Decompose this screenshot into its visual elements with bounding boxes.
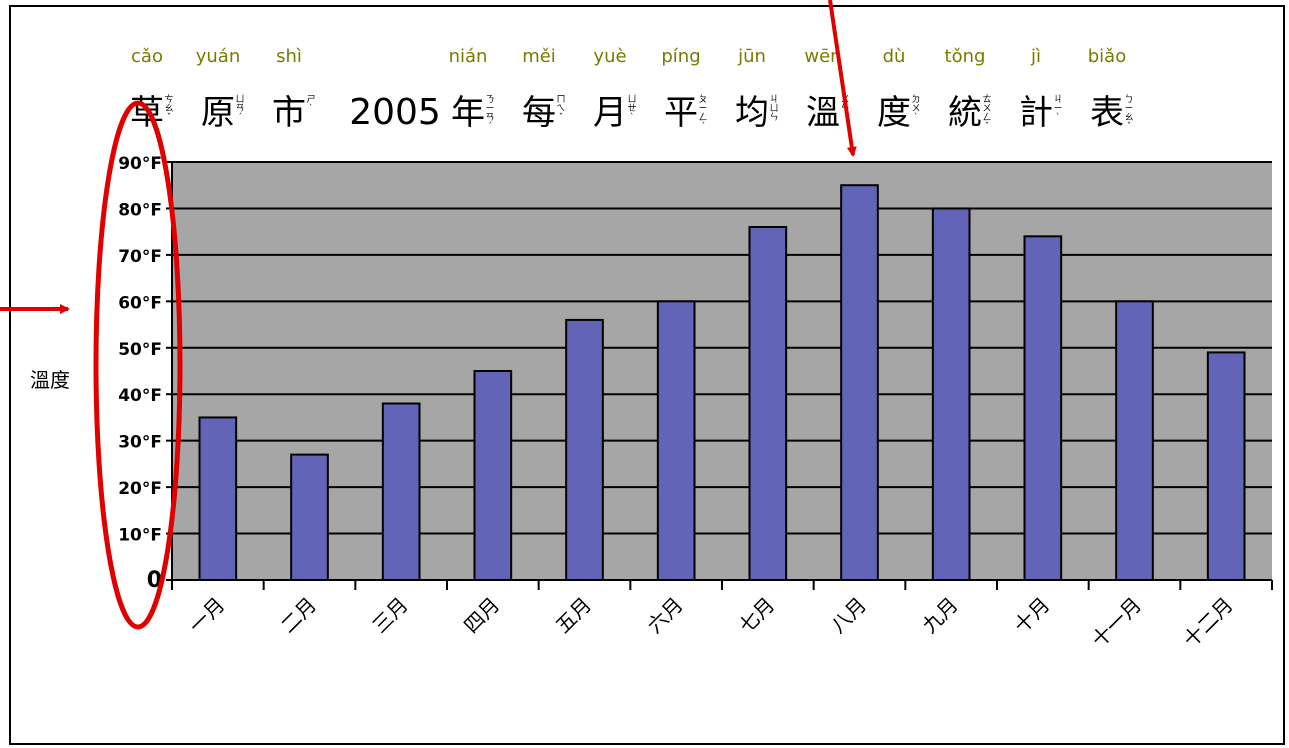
bar-五月 — [565, 318, 604, 581]
title-zhuyin-8-0: ㄐ — [769, 95, 778, 105]
title-zhuyin-5-0: ㄇ — [556, 95, 565, 105]
title-char-13: 表 — [1090, 93, 1124, 133]
title-char-2: 市 — [272, 93, 306, 133]
annotation-arrow-top — [828, 0, 857, 157]
bar-十二月 — [1206, 351, 1246, 581]
title-char-4: 年 — [451, 93, 485, 133]
title-pinyin-9: wēn — [804, 46, 841, 67]
title-zhuyin-12-2: ˋ — [1056, 112, 1061, 123]
annotations — [0, 0, 857, 630]
title-pinyin-12: jì — [1030, 46, 1041, 67]
bar-七月 — [748, 226, 788, 581]
y-tick-label-10: 10°F — [118, 526, 162, 546]
title-zhuyin-11-1: ㄨ — [982, 104, 991, 114]
title-pinyin-10: dù — [883, 46, 906, 67]
bar-一月 — [198, 416, 238, 582]
title-zhuyin-6-0: ㄩ — [627, 94, 636, 105]
title-zhuyin-11-2: ㄥ — [982, 112, 991, 123]
title-pinyin-11: tǒng — [945, 46, 986, 67]
title-zhuyin-7-1: ㄧ — [698, 104, 707, 114]
title-zhuyin-1-2: ˊ — [238, 112, 243, 123]
title-pinyin-7: píng — [661, 46, 700, 67]
title-char-1: 原 — [201, 93, 235, 133]
title-zhuyin-7-2: ㄥ — [698, 112, 707, 123]
title-char-7: 平 — [664, 93, 698, 133]
title-zhuyin-1-0: ㄩ — [235, 94, 244, 105]
title-pinyin-2: shì — [276, 46, 302, 67]
bar-九月 — [931, 207, 971, 581]
title-zhuyin-4-1: ㄧ — [485, 104, 494, 114]
gridlines — [172, 161, 1272, 535]
title-zhuyin-1-1: ㄢ — [235, 103, 244, 114]
title-zhuyin-0-2: ˇ — [167, 112, 172, 123]
title-zhuyin-4-2: ㄢ — [485, 112, 494, 123]
title-char-9: 溫 — [806, 93, 840, 133]
title-char-12: 計 — [1019, 93, 1053, 133]
title-zhuyin-6-2: ˋ — [630, 112, 635, 123]
title-pinyin-13: biǎo — [1088, 46, 1126, 67]
y-tick-label-20: 20°F — [118, 479, 162, 499]
title-pinyin-1: yuán — [196, 46, 241, 67]
y-tick-label-50: 50°F — [118, 340, 162, 360]
bar-二月 — [290, 453, 329, 582]
title-pinyin-6: yuè — [593, 46, 626, 67]
title-pinyin-4: nián — [449, 46, 488, 67]
y-axis-label: 溫度 — [30, 368, 70, 392]
y-tick-label-40: 40°F — [118, 386, 162, 406]
title-zhuyin-11-3: ˇ — [985, 121, 990, 132]
title-zhuyin-13-0: ㄅ — [1124, 94, 1133, 105]
y-tick-label-70: 70°F — [118, 247, 162, 267]
title-zhuyin-2-1: ˋ — [309, 103, 314, 114]
title-zhuyin-7-3: ˊ — [701, 121, 706, 132]
bar-六月 — [656, 300, 696, 581]
title-char-5: 每 — [522, 93, 556, 133]
title-zhuyin-5-1: ㄟ — [556, 104, 565, 114]
title-zhuyin-10-2: ˋ — [914, 112, 919, 123]
title-char-8: 均 — [735, 93, 769, 133]
highlight-ellipse — [93, 100, 183, 630]
title-zhuyin-7-0: ㄆ — [698, 94, 707, 105]
title-zhuyin-12-0: ㄐ — [1053, 95, 1062, 105]
y-tick-label-60: 60°F — [118, 293, 162, 313]
title-zhuyin-12-1: ㄧ — [1053, 104, 1062, 114]
bar-八月 — [840, 184, 879, 581]
y-tick-label-80: 80°F — [118, 200, 162, 220]
title-zhuyin-6-1: ㄝ — [627, 103, 636, 114]
y-tick-labels: 010°F20°F30°F40°F50°F60°F70°F80°F90°F — [118, 154, 162, 593]
title-number: 2005 — [349, 92, 441, 133]
title-char-10: 度 — [877, 93, 911, 133]
title-zhuyin-0-0: ㄘ — [164, 93, 173, 105]
title-zhuyin-8-2: ㄣ — [769, 112, 778, 123]
title-zhuyin-10-1: ㄨ — [911, 104, 920, 114]
bar-四月 — [473, 370, 513, 581]
title-zhuyin-13-1: ㄧ — [1124, 104, 1133, 114]
title-pinyin-5: měi — [522, 46, 556, 67]
title-zhuyin-10-0: ㄉ — [911, 94, 920, 105]
title-zhuyin-4-0: ㄋ — [485, 94, 494, 105]
title-pinyin-8: jūn — [737, 46, 766, 67]
title-zhuyin-0-1: ㄠ — [164, 104, 173, 114]
y-tick-label-90: 90°F — [118, 154, 162, 174]
title-char-6: 月 — [593, 93, 627, 133]
title-zhuyin-8-1: ㄩ — [769, 103, 778, 114]
title-char-11: 統 — [948, 93, 982, 133]
y-tick-label-30: 30°F — [118, 433, 162, 453]
title-zhuyin-2-0: ㄕ — [306, 95, 315, 105]
bar-三月 — [381, 402, 421, 581]
title-pinyin-0: cǎo — [131, 46, 163, 67]
title-zhuyin-4-3: ˊ — [488, 121, 493, 132]
title-zhuyin-13-3: ˇ — [1127, 121, 1132, 132]
bar-十月 — [1023, 235, 1063, 582]
title-zhuyin-5-2: ˇ — [559, 112, 564, 123]
bar-十一月 — [1115, 300, 1154, 581]
title-zhuyin-13-2: ㄠ — [1124, 113, 1133, 123]
title-zhuyin-11-0: ㄊ — [982, 93, 991, 105]
plot-area — [172, 162, 1272, 580]
